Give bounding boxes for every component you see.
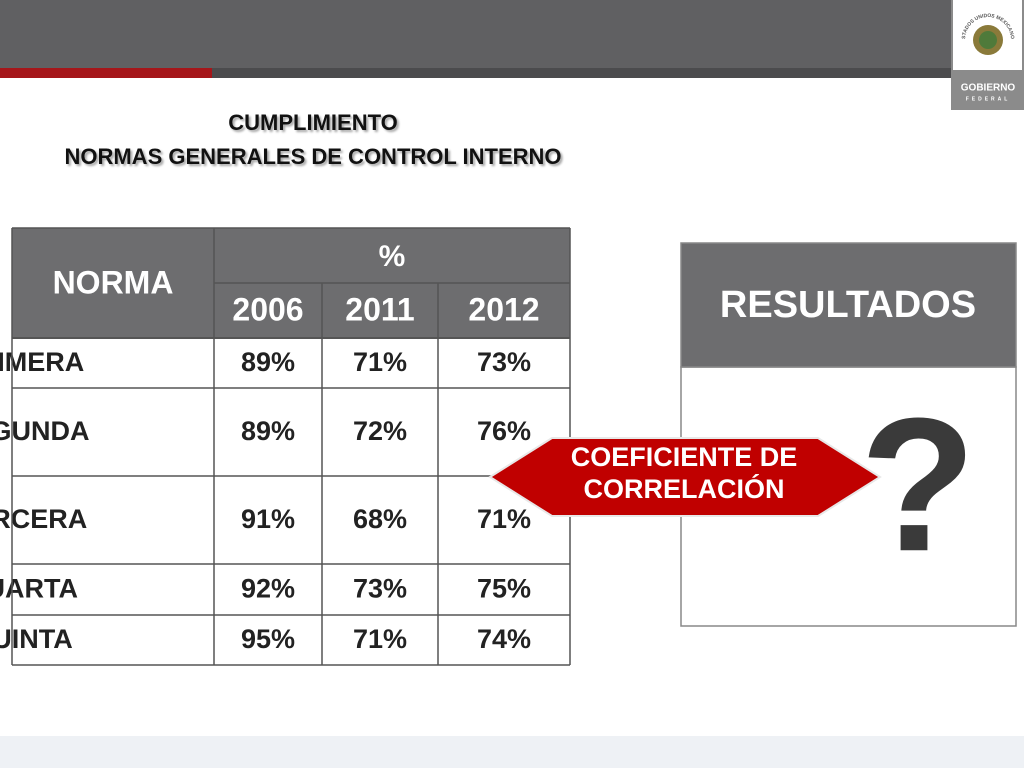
cell-value: 95%: [241, 624, 295, 654]
cell-value: 68%: [353, 504, 407, 534]
bottom-band: [0, 736, 1024, 768]
cell-value: 71%: [353, 624, 407, 654]
cell-value: 71%: [477, 504, 531, 534]
cell-value: 91%: [241, 504, 295, 534]
results-header: RESULTADOS: [720, 284, 976, 326]
title-line: NORMAS GENERALES DE CONTROL INTERNO: [64, 144, 561, 169]
arrow-text: COEFICIENTE DE: [571, 442, 798, 472]
cell-value: 89%: [241, 347, 295, 377]
top-stripe: [0, 68, 1024, 78]
row-label: PRIMERA: [0, 347, 84, 377]
row-label: CUARTA: [0, 574, 78, 604]
cell-value: 73%: [477, 347, 531, 377]
row-label: TERCERA: [0, 504, 87, 534]
red-stripe: [0, 68, 212, 78]
cell-value: 73%: [353, 574, 407, 604]
header-year: 2011: [345, 291, 414, 327]
cell-value: 72%: [353, 416, 407, 446]
header-year: 2006: [232, 291, 303, 327]
cell-value: 89%: [241, 416, 295, 446]
cell-value: 92%: [241, 574, 295, 604]
row-label: SEGUNDA: [0, 416, 90, 446]
title-line: CUMPLIMIENTO: [228, 110, 397, 135]
logo-name: GOBIERNO: [961, 83, 1016, 94]
arrow-text: CORRELACIÓN: [584, 473, 785, 504]
results-header-bg: [680, 242, 1017, 368]
header-year: 2012: [468, 291, 539, 327]
cell-value: 71%: [353, 347, 407, 377]
seal-inner: [979, 31, 997, 49]
logo-subname: FEDERAL: [966, 96, 1011, 102]
question-mark: ?: [860, 379, 976, 591]
cell-value: 75%: [477, 574, 531, 604]
cell-value: 74%: [477, 624, 531, 654]
results: RESULTADOS ?: [680, 242, 1017, 627]
cell-value: 76%: [477, 416, 531, 446]
header-group: %: [379, 240, 406, 273]
row-label: QUINTA: [0, 624, 73, 654]
double-arrow: [488, 437, 882, 517]
header-norma: NORMA: [53, 264, 174, 300]
top-bar: [0, 0, 1024, 68]
table: NORMA% 2006 2011 2012 PRIMERA 89% 71% 73% SEGUND…: [0, 227, 571, 666]
title: CUMPLIMIENTO NORMAS GENERALES DE CONTROL …: [64, 110, 561, 169]
